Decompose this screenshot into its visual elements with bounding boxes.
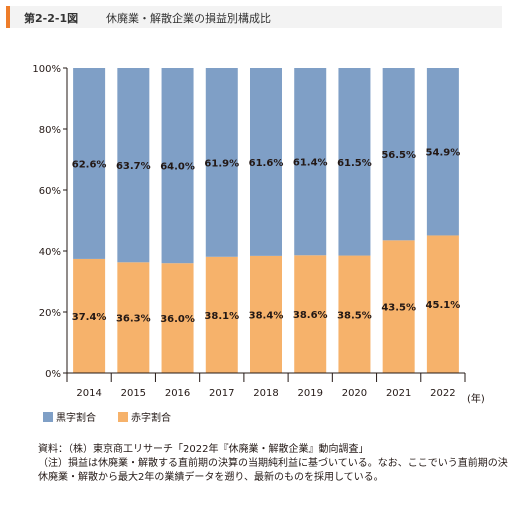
bar-profit-segment [161,68,194,264]
bar-profit-segment [426,68,459,236]
loss-value-label: 38.5% [337,310,372,321]
y-tick-label: 0% [45,369,61,380]
loss-value-label: 43.5% [381,303,416,314]
figure-header: 第2-2-1図 休廃業・解散企業の損益別構成比 [6,6,502,28]
profit-value-label: 64.0% [160,162,195,173]
bar-loss-segment [205,256,238,373]
x-tick-label: 2017 [209,388,234,399]
legend-label: 赤字割合 [131,411,171,424]
x-tick-label: 2018 [253,388,278,399]
loss-value-label: 37.4% [72,312,107,323]
x-tick-label: 2022 [430,388,455,399]
bar-profit-segment [294,68,327,256]
bar-loss-segment [250,255,282,373]
legend-swatch [43,412,53,422]
bar-profit-segment [117,68,150,263]
header-accent-bar [6,6,10,28]
figure-title: 休廃業・解散企業の損益別構成比 [106,12,271,25]
bar-loss-segment [117,262,150,373]
profit-value-label: 61.6% [249,158,284,169]
bar-loss-segment [161,263,194,373]
y-tick-label: 60% [39,186,61,197]
x-tick-label: 2014 [76,388,101,399]
bar-profit-segment [338,68,371,256]
y-tick-label: 40% [39,247,61,258]
note-line-1: （注）損益は休廃業・解散する直前期の決算の当期純利益に基づいている。なお、ここで… [38,458,508,469]
profit-value-label: 61.9% [204,158,239,169]
y-tick-label: 20% [39,308,61,319]
bar-profit-segment [250,68,282,256]
bar-loss-segment [426,235,459,373]
x-tick-label: 2020 [342,388,367,399]
bar-loss-segment [73,258,106,373]
x-tick-label: 2021 [386,388,411,399]
notes: 資料：（株）東京商工リサーチ「2022年『休廃業・解散企業』動向調査」 （注）損… [38,443,508,485]
y-tick-label: 100% [32,64,61,75]
loss-value-label: 38.6% [293,310,328,321]
x-tick-label: 2016 [165,388,190,399]
legend-swatch [118,412,128,422]
x-tick-label: 2019 [297,388,322,399]
note-line-2: 休廃業・解散から最大2年の業績データを遡り、最新のものを採用している。 [38,472,384,483]
x-tick-label: 2015 [121,388,146,399]
profit-value-label: 61.5% [337,158,372,169]
bar-loss-segment [382,240,415,373]
loss-value-label: 38.1% [204,311,239,322]
figure-number: 第2-2-1図 [24,12,79,25]
profit-value-label: 62.6% [72,159,107,170]
loss-value-label: 36.0% [160,314,195,325]
profit-value-label: 61.4% [293,158,328,169]
bar-loss-segment [294,255,327,373]
bar-loss-segment [338,255,371,373]
profit-value-label: 63.7% [116,161,151,172]
y-tick-label: 80% [39,125,61,136]
bar-profit-segment [73,68,106,259]
bar-profit-segment [382,68,415,241]
loss-value-label: 38.4% [249,310,284,321]
bar-profit-segment [205,68,238,257]
source-note: 資料：（株）東京商工リサーチ「2022年『休廃業・解散企業』動向調査」 [38,444,369,455]
loss-value-label: 45.1% [426,300,461,311]
stacked-bar-chart: 0% 20% 40% 60% 80% 100% 37.4% 62.6% 2014 36.3% 63.… [32,64,485,424]
x-axis-unit: (年) [467,392,485,405]
profit-value-label: 54.9% [426,148,461,159]
loss-value-label: 36.3% [116,314,151,325]
profit-value-label: 56.5% [381,150,416,161]
legend-label: 黒字割合 [56,411,96,424]
